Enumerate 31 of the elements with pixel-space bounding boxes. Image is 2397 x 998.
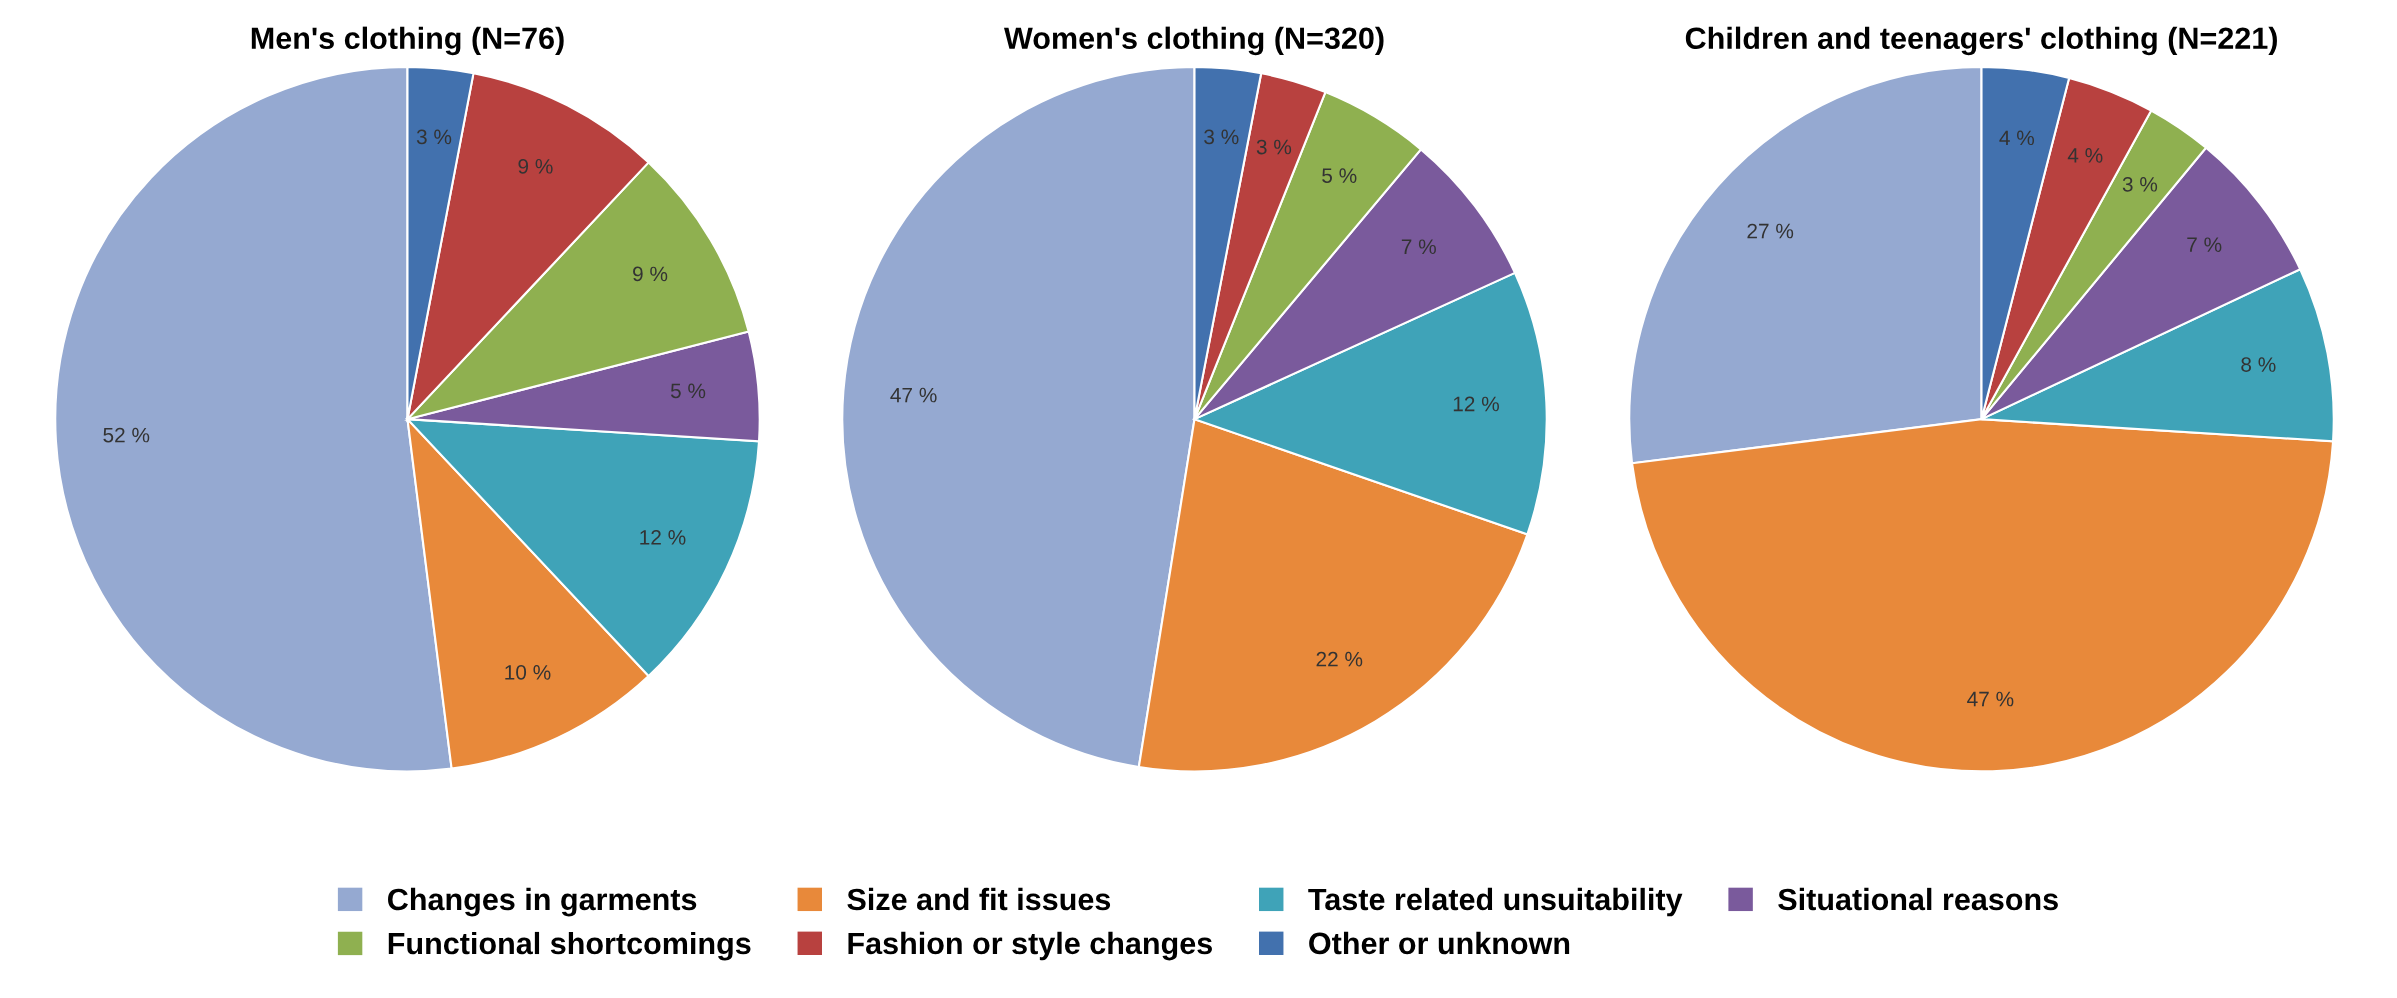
data-label: 12 % bbox=[1453, 396, 1499, 412]
legend-label: Functional shortcomings bbox=[388, 931, 751, 961]
data-label: 3 % bbox=[1204, 129, 1239, 145]
data-label: 4 % bbox=[2067, 148, 2103, 163]
data-label: 47 % bbox=[890, 387, 937, 403]
legend-label: Size and fit issues bbox=[847, 887, 1111, 911]
data-label: 47 % bbox=[1967, 691, 2014, 707]
legend-label: Taste related unsuitability bbox=[1308, 887, 1683, 917]
data-label: 5 % bbox=[1322, 168, 1357, 183]
data-label: 27 % bbox=[1747, 223, 1794, 239]
chart-title: Children and teenagers' clothing (N=221) bbox=[1685, 26, 2277, 56]
data-label: 10 % bbox=[505, 664, 551, 680]
legend-label: Fashion or style changes bbox=[848, 931, 1212, 961]
data-label: 8 % bbox=[2241, 357, 2276, 372]
data-label: 3 % bbox=[1256, 139, 1292, 155]
data-label: 5 % bbox=[670, 383, 706, 399]
data-label: 4 % bbox=[1999, 130, 2035, 146]
data-label: 9 % bbox=[633, 266, 668, 282]
legend-label: Other or unknown bbox=[1309, 931, 1570, 955]
chart-title: Men's clothing (N=76) bbox=[251, 26, 564, 56]
legend-label: Changes in garments bbox=[388, 887, 697, 917]
data-label: 9 % bbox=[518, 158, 553, 174]
chart-title: Women's clothing (N=320) bbox=[1004, 26, 1384, 56]
data-label: 52 % bbox=[103, 427, 150, 443]
legend-label: Situational reasons bbox=[1778, 887, 2058, 911]
data-label: 22 % bbox=[1316, 651, 1363, 667]
data-label: 7 % bbox=[1401, 239, 1436, 255]
data-label: 3 % bbox=[416, 129, 452, 145]
data-label: 12 % bbox=[640, 529, 686, 545]
data-label: 3 % bbox=[2122, 176, 2158, 192]
data-label: 7 % bbox=[2187, 237, 2222, 252]
